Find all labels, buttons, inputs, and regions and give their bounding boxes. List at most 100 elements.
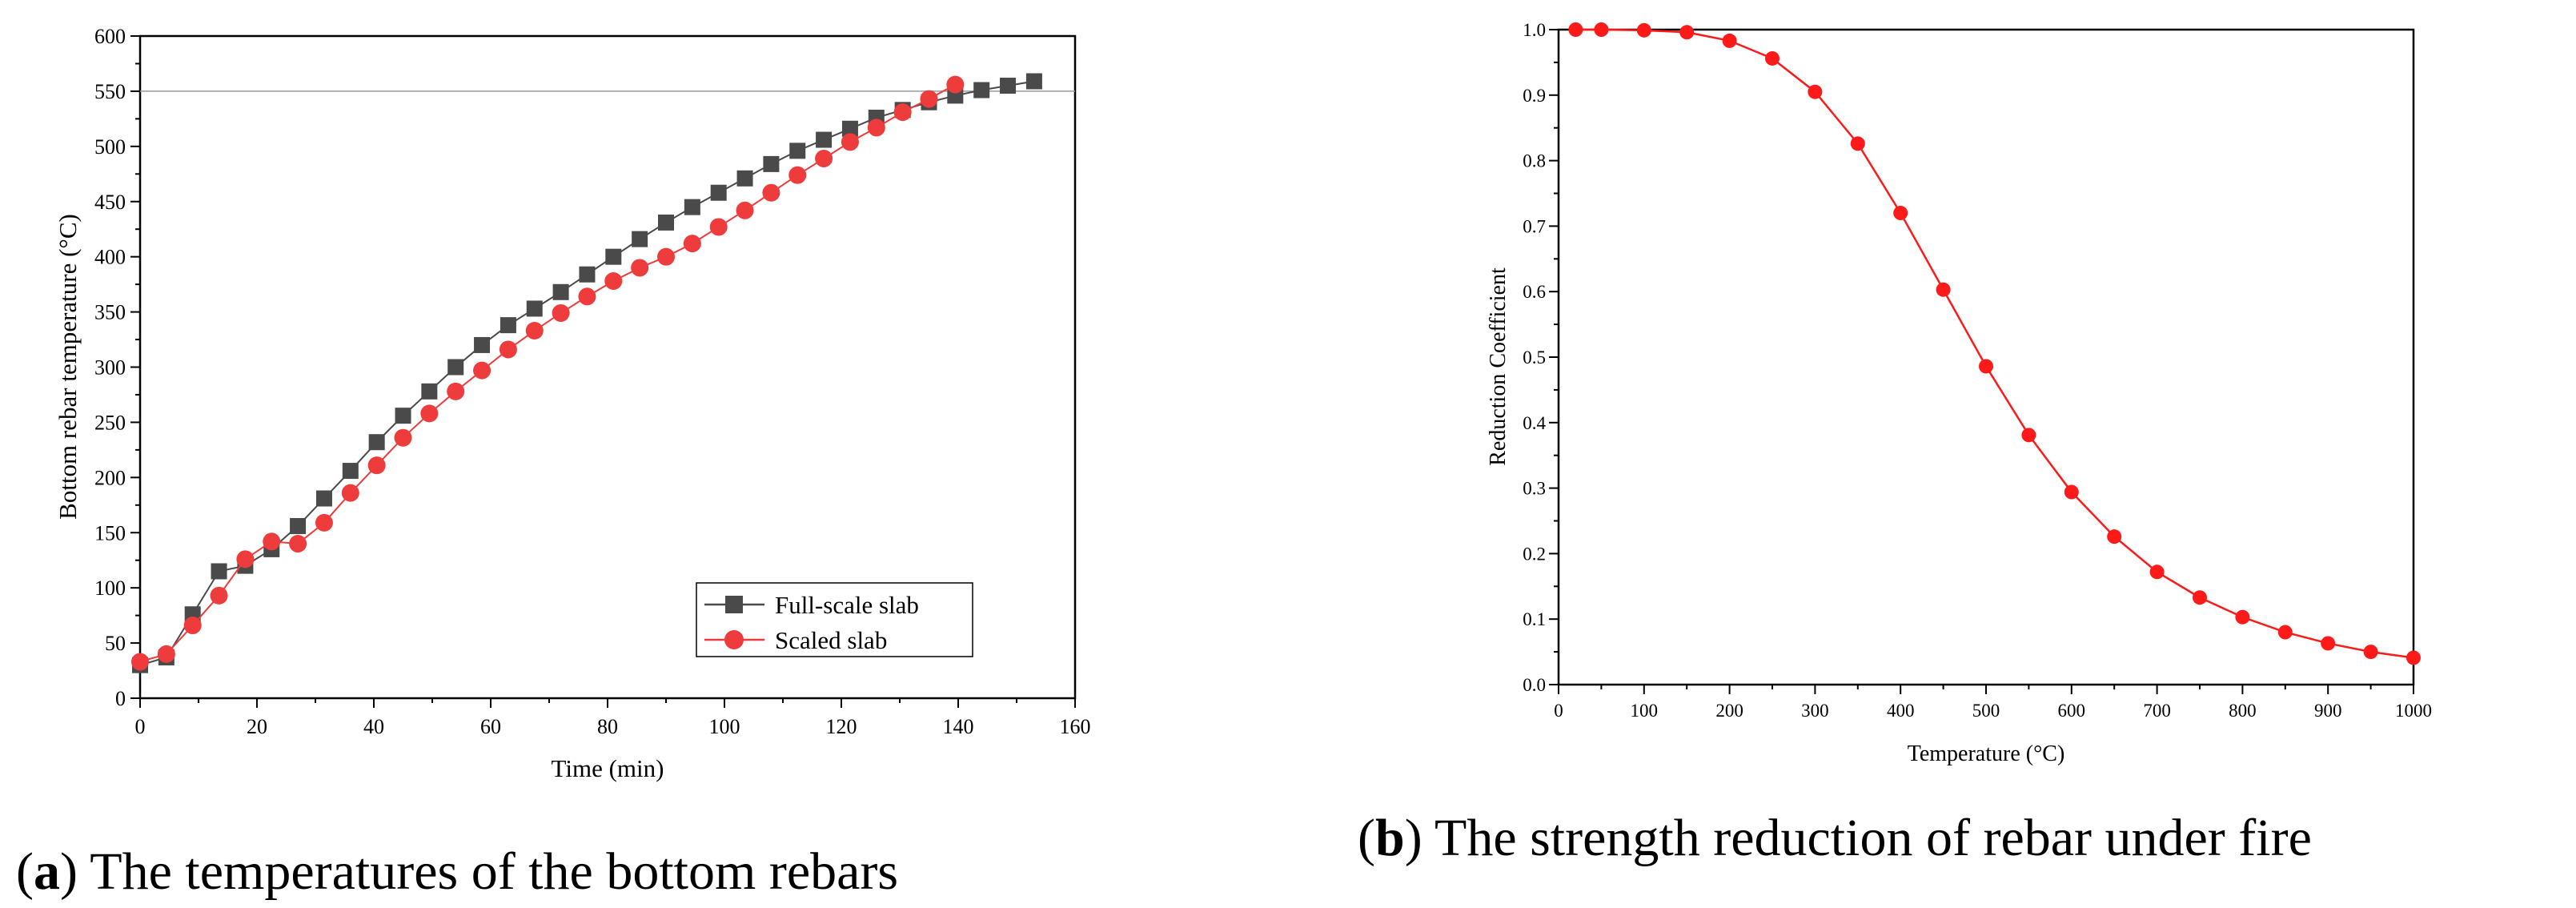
data-point bbox=[867, 119, 885, 137]
x-tick-label: 140 bbox=[943, 715, 974, 738]
data-point bbox=[762, 183, 780, 202]
caption-b-text: The strength reduction of rebar under fi… bbox=[1434, 809, 2312, 867]
data-point bbox=[210, 586, 228, 605]
data-point bbox=[631, 259, 649, 277]
y-tick-label: 500 bbox=[94, 135, 126, 159]
chart-b-plot-frame bbox=[1557, 28, 2415, 686]
data-point bbox=[788, 166, 807, 184]
y-tick-label: 350 bbox=[94, 301, 126, 324]
data-point bbox=[183, 617, 202, 635]
x-tick-label: 800 bbox=[2229, 701, 2257, 721]
data-point bbox=[841, 120, 858, 137]
data-point bbox=[816, 131, 833, 148]
data-point bbox=[420, 404, 439, 423]
data-point bbox=[1936, 282, 1951, 297]
chart-a-temperatures: 0 20 40 60 80 100 120 140 160 0 50 100 150 200 250 300 3… bbox=[16, 25, 1091, 901]
y-tick-label: 400 bbox=[94, 246, 126, 269]
data-point bbox=[578, 287, 596, 306]
data-point bbox=[658, 214, 674, 231]
data-point bbox=[684, 199, 700, 215]
y-tick-label: 0.0 bbox=[1523, 675, 1546, 695]
x-tick-label: 700 bbox=[2143, 701, 2171, 721]
x-tick-label: 0 bbox=[1554, 701, 1563, 721]
x-tick-label: 600 bbox=[2058, 701, 2086, 721]
chart-a-series bbox=[131, 73, 1042, 673]
x-tick-label: 80 bbox=[597, 715, 618, 738]
data-point bbox=[710, 184, 727, 201]
y-tick-label: 0.7 bbox=[1523, 216, 1546, 236]
y-tick-label: 550 bbox=[94, 80, 126, 103]
data-point bbox=[499, 340, 517, 359]
data-point bbox=[2193, 590, 2207, 605]
chart-a-legend: Full-scale slab Scaled slab bbox=[696, 582, 973, 657]
data-point bbox=[236, 550, 255, 569]
chart-b-x-axis-title: Temperature (°C) bbox=[1908, 741, 2065, 766]
data-point bbox=[1025, 73, 1042, 90]
data-point bbox=[1765, 50, 1780, 66]
caption-a-letter: a bbox=[34, 842, 60, 901]
data-point bbox=[1679, 25, 1695, 40]
chart-a-axes: 0 20 40 60 80 100 120 140 160 0 50 100 150 200 250 300 3… bbox=[94, 25, 1091, 738]
data-point bbox=[1722, 33, 1737, 48]
chart-b-y-axis-title: Reduction Coefficient bbox=[1486, 267, 1511, 466]
y-tick-label: 0.9 bbox=[1523, 86, 1546, 106]
x-tick-label: 100 bbox=[1631, 701, 1659, 721]
x-tick-label: 20 bbox=[247, 715, 267, 738]
data-point bbox=[315, 513, 333, 532]
data-point bbox=[946, 75, 965, 94]
y-tick-label: 0.1 bbox=[1523, 609, 1546, 629]
legend-full-scale-marker bbox=[725, 596, 743, 613]
data-point bbox=[367, 456, 386, 475]
data-point bbox=[2064, 484, 2079, 500]
data-point bbox=[1979, 359, 1993, 374]
data-point bbox=[2277, 625, 2293, 640]
data-point bbox=[2107, 529, 2122, 544]
data-point bbox=[263, 532, 281, 551]
y-tick-label: 0.3 bbox=[1523, 479, 1546, 499]
data-point bbox=[421, 383, 438, 400]
data-point bbox=[2406, 650, 2421, 665]
x-tick-label: 120 bbox=[826, 715, 857, 738]
data-point bbox=[500, 317, 516, 334]
caption-b: (b) The strength reduction of rebar unde… bbox=[1358, 809, 2312, 867]
y-tick-label: 0.8 bbox=[1523, 151, 1546, 171]
data-point bbox=[1594, 22, 1609, 37]
legend-full-scale-label: Full-scale slab bbox=[775, 591, 919, 619]
data-point bbox=[657, 247, 675, 266]
x-tick-label: 40 bbox=[363, 715, 384, 738]
data-point bbox=[632, 231, 648, 247]
data-point bbox=[2149, 564, 2165, 580]
data-point bbox=[525, 322, 544, 340]
data-point bbox=[211, 563, 227, 580]
data-point bbox=[315, 490, 332, 507]
x-tick-label: 400 bbox=[1887, 701, 1915, 721]
data-point bbox=[1636, 22, 1651, 38]
y-tick-label: 200 bbox=[94, 466, 126, 489]
data-point bbox=[157, 645, 175, 663]
data-point bbox=[2235, 609, 2250, 625]
legend-scaled-marker bbox=[724, 630, 744, 649]
x-tick-label: 60 bbox=[480, 715, 501, 738]
data-point bbox=[841, 133, 859, 151]
data-point bbox=[893, 103, 912, 122]
x-tick-label: 900 bbox=[2314, 701, 2342, 721]
y-tick-label: 50 bbox=[105, 632, 126, 655]
y-tick-label: 0.4 bbox=[1523, 413, 1546, 433]
data-point bbox=[552, 303, 570, 322]
y-tick-label: 0 bbox=[115, 687, 126, 710]
data-point bbox=[447, 359, 464, 376]
x-tick-label: 0 bbox=[135, 715, 146, 738]
caption-a-text: The temperatures of the bottom rebars bbox=[90, 842, 898, 901]
data-point bbox=[395, 408, 411, 424]
y-tick-label: 0.5 bbox=[1523, 348, 1546, 368]
data-point bbox=[736, 201, 754, 219]
data-point bbox=[289, 535, 307, 553]
data-point bbox=[763, 155, 780, 172]
data-point bbox=[2321, 636, 2336, 651]
x-tick-label: 1000 bbox=[2395, 701, 2432, 721]
data-point bbox=[815, 149, 833, 167]
data-point bbox=[604, 271, 623, 290]
data-point bbox=[447, 382, 465, 400]
chart-a-y-axis-title: Bottom rebar temperature (°C) bbox=[54, 214, 82, 520]
data-point bbox=[1000, 78, 1017, 94]
